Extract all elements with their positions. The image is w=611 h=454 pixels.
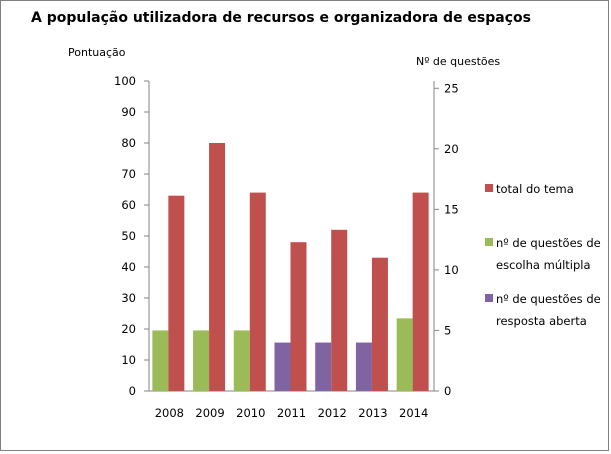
legend: total do tema nº de questões de escolha mú…	[485, 182, 601, 328]
x-axis-tick-label: 2009	[195, 406, 224, 420]
bar-resposta-aberta	[315, 342, 332, 391]
axes: 0 10 20 30 40 50 60 70 80 90 100 0 5 10 15 20 25 2008 2009…	[114, 74, 459, 420]
legend-swatch	[485, 184, 493, 192]
y-axis-left-tick-label: 60	[121, 198, 136, 212]
y-axis-left-tick-label: 0	[129, 384, 136, 398]
bar-resposta-aberta	[355, 342, 372, 391]
legend-label: escolha múltipla	[496, 258, 591, 272]
bar-total-do-tema	[371, 257, 388, 391]
bar-escolha-multipla	[233, 330, 250, 391]
y-axis-left-tick-label: 70	[121, 167, 136, 181]
bar-escolha-multipla	[152, 330, 169, 391]
legend-label: total do tema	[496, 182, 574, 196]
y-axis-right-title: Nº de questões	[416, 55, 500, 68]
y-axis-left-tick-label: 80	[121, 136, 136, 150]
y-axis-left-tick-label: 20	[121, 322, 136, 336]
y-axis-right-tick-label: 25	[444, 81, 459, 95]
y-axis-left-tick-label: 50	[121, 229, 136, 243]
bar-total-do-tema	[209, 143, 226, 391]
y-axis-left-tick-label: 100	[114, 74, 136, 88]
x-axis-tick-label: 2013	[358, 406, 387, 420]
y-axis-right-tick-label: 20	[444, 142, 459, 156]
legend-swatch	[485, 238, 493, 246]
x-axis-tick-label: 2011	[277, 406, 306, 420]
y-axis-right-tick-label: 5	[444, 323, 451, 337]
bar-total-do-tema	[168, 195, 185, 391]
bar-total-do-tema	[412, 192, 429, 391]
x-axis-tick-label: 2014	[399, 406, 428, 420]
x-axis-tick-label: 2012	[318, 406, 347, 420]
bar-escolha-multipla	[193, 330, 210, 391]
x-axis-tick-label: 2010	[236, 406, 265, 420]
legend-label: nº de questões de	[496, 292, 601, 306]
y-axis-left-tick-label: 30	[121, 291, 136, 305]
y-axis-right-tick-label: 15	[444, 202, 459, 216]
legend-label: resposta aberta	[496, 314, 587, 328]
y-axis-right-tick-label: 10	[444, 263, 459, 277]
y-axis-right-tick-label: 0	[444, 384, 451, 398]
y-axis-left-tick-label: 40	[121, 260, 136, 274]
bar-total-do-tema	[331, 229, 348, 391]
y-axis-left-title: Pontuação	[68, 46, 126, 59]
legend-label: nº de questões de	[496, 236, 601, 250]
bar-escolha-multipla	[396, 318, 413, 391]
legend-swatch	[485, 294, 493, 302]
chart-title: A população utilizadora de recursos e or…	[31, 10, 531, 26]
bar-total-do-tema	[290, 242, 307, 391]
x-axis-tick-label: 2008	[155, 406, 184, 420]
y-axis-left-tick-label: 90	[121, 105, 136, 119]
y-axis-left-tick-label: 10	[121, 353, 136, 367]
bars	[152, 143, 429, 391]
bar-total-do-tema	[249, 192, 266, 391]
bar-resposta-aberta	[274, 342, 291, 391]
